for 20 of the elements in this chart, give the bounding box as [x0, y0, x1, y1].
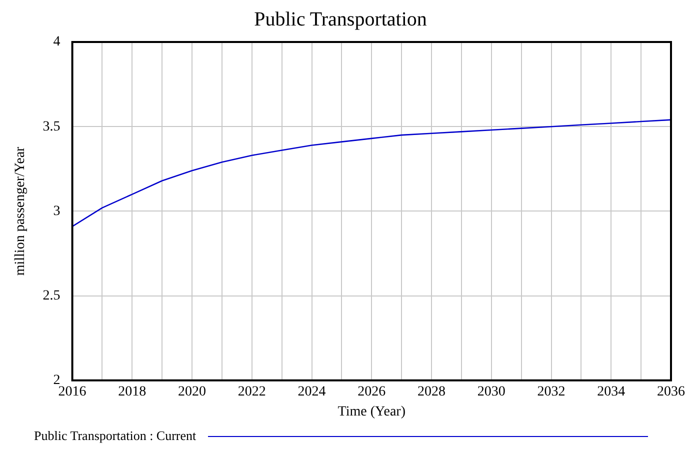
chart-title: Public Transportation — [254, 8, 427, 30]
y-axis-title: million passenger/Year — [13, 146, 28, 276]
x-tick-label: 2020 — [178, 384, 206, 400]
x-tick-label: 2032 — [537, 384, 566, 400]
x-tick-label: 2036 — [657, 384, 685, 400]
x-tick-label: 2022 — [238, 384, 266, 400]
y-tick-label: 2 — [53, 373, 60, 388]
x-tick-label: 2018 — [118, 384, 146, 400]
y-tick-label: 3.5 — [42, 119, 60, 134]
x-axis-title: Time (Year) — [338, 404, 406, 420]
y-tick-label: 4 — [53, 34, 60, 50]
y-tick-label: 2.5 — [42, 288, 60, 304]
y-tick-label: 3 — [53, 204, 60, 219]
x-tick-label: 2028 — [418, 384, 446, 400]
x-tick-label: 2016 — [58, 384, 86, 400]
x-tick-label: 2034 — [597, 384, 626, 400]
text: Public Transportation : Current — [34, 428, 196, 444]
x-tick-label: 2024 — [298, 384, 326, 400]
x-tick-label: 2030 — [477, 384, 506, 400]
x-tick-label: 2026 — [358, 384, 386, 400]
